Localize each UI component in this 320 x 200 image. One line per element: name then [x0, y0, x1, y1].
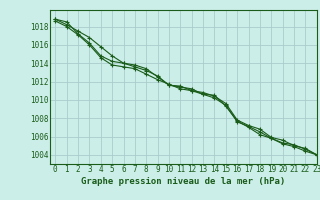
X-axis label: Graphe pression niveau de la mer (hPa): Graphe pression niveau de la mer (hPa): [81, 177, 285, 186]
